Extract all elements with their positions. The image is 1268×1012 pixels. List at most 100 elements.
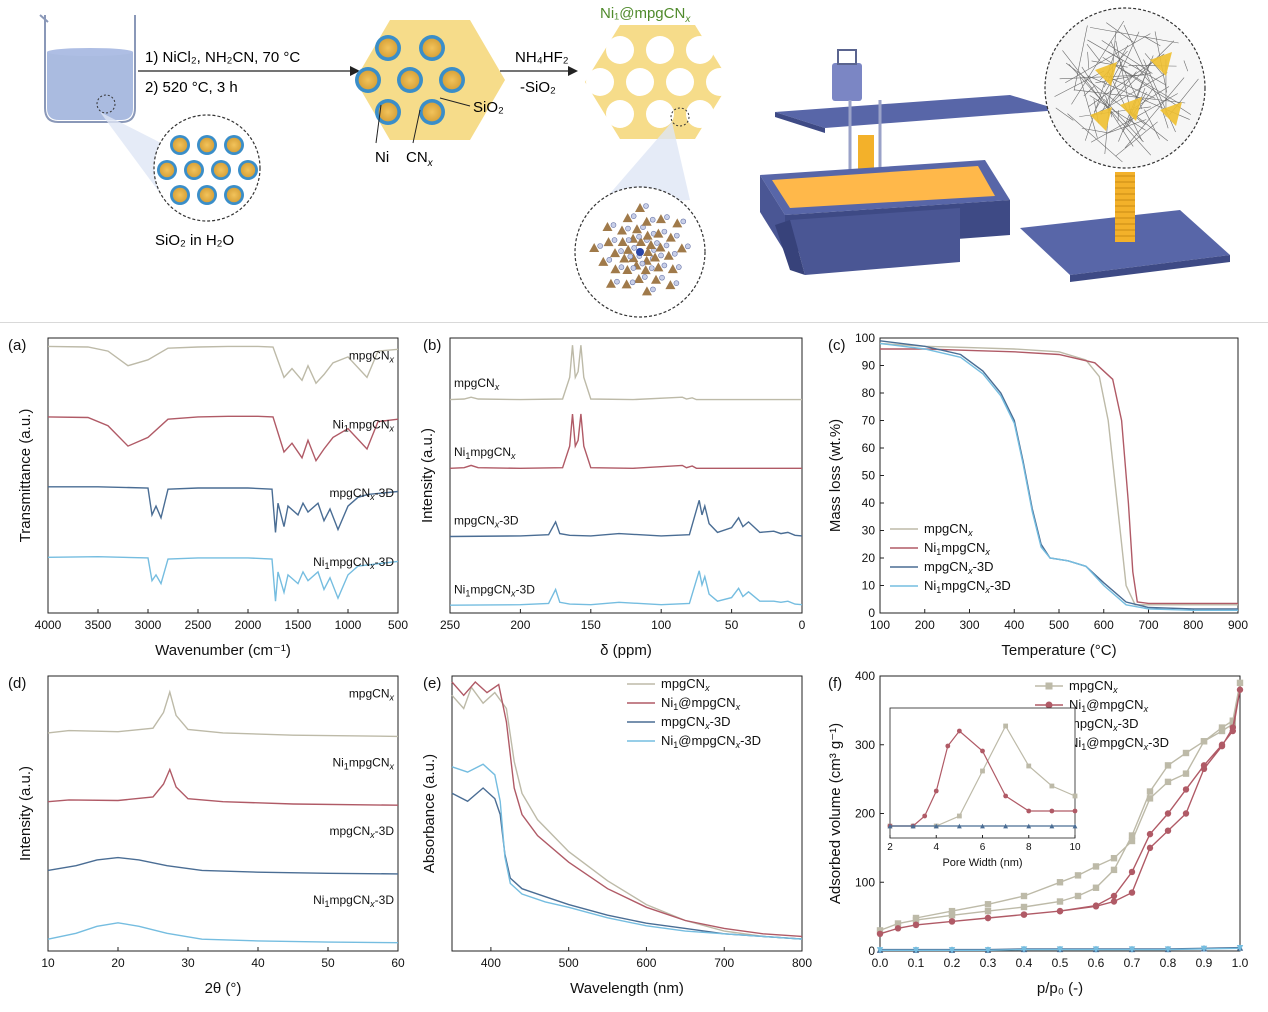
chart-panel-e: (e) 400 500 600 700 800 Wavelength (nm) Absorba… [421,675,812,997]
data-point [1128,837,1136,845]
data-point [912,921,920,929]
x-axis-title: p/p₀ (-) [1037,980,1083,997]
x-tick-label: 1000 [335,618,362,632]
x-tick-label: 4000 [35,618,62,632]
y-tick-label: 70 [862,414,876,428]
series-label: Ni1mpgCNx [332,417,394,433]
series-line [47,856,399,875]
inset-x-tick-label: 10 [1069,842,1081,853]
series-label: mpgCNx [349,687,395,703]
plot-frame [451,675,803,952]
data-point [980,768,985,774]
data-point [912,947,920,954]
data-point [1003,723,1009,729]
inset-x-axis-title: Pore Width (nm) [942,857,1022,869]
legend-label: Ni1@mpgCNx [1069,697,1149,714]
section-divider [0,322,1268,323]
data-point [876,927,884,934]
data-point [956,823,962,829]
data-point [984,914,992,922]
data-point [1072,793,1078,799]
legend-label: mpgCNx [1069,678,1118,695]
series-label: Ni1mpgCNx-3D [313,555,394,571]
series-line [879,342,1238,606]
data-point [1049,808,1055,814]
3d-printer-illustration [760,49,1060,275]
data-point [948,907,956,915]
data-point [1026,823,1032,829]
data-point [1164,946,1172,953]
x-tick-label: 0.6 [1088,956,1105,970]
y-tick-label: 300 [855,738,875,752]
y-tick-label: 100 [855,875,875,889]
data-point [1146,844,1154,852]
chart-panel-f: (f) 0.0 0.1 0.2 0.3 0.4 0.5 0.6 0.7 0.8 0.9 1.0 0 100… [827,669,1249,997]
y-tick-label: 50 [862,469,876,483]
data-point [1128,832,1136,839]
data-point [894,920,902,927]
plot-frame [47,337,399,614]
y-axis-title: Transmittance (a.u.) [17,409,34,543]
data-point [1182,749,1190,757]
data-point [1045,682,1053,690]
synthesis-scheme: SiO₂ in H₂O 1) NiCl₂, NH₂CN, 70 °C 2) 52… [39,5,1230,318]
step1-line1: 1) NiCl₂, NH₂CN, 70 °C [145,49,300,66]
legend-label: Ni1@mpgCNx [661,695,741,712]
data-point [1092,946,1100,953]
inset-x-tick-label: 8 [1026,842,1032,853]
plot-frame [449,337,803,614]
y-tick-label: 10 [862,579,876,593]
y-tick-label: 40 [862,496,876,510]
label-cnx: CNx [406,149,434,169]
y-axis-title: Absorbance (a.u.) [421,754,438,873]
series-label: Ni1mpgCNx [332,755,394,771]
series-label: Ni1mpgCNx-3D [313,893,394,909]
series-label: mpgCNx-3D [329,824,394,840]
data-point [956,728,962,734]
data-point [1110,898,1118,905]
series-line [48,486,399,533]
x-tick-label: 0.1 [908,956,925,970]
x-tick-label: 500 [1049,618,1069,632]
data-point [1146,795,1154,802]
data-point [1218,742,1226,750]
data-point [1056,898,1064,905]
y-tick-label: 100 [855,331,875,345]
y-tick-label: 20 [862,551,876,565]
data-point [1146,830,1154,838]
beaker-icon [39,14,165,200]
arrow-step2 [500,66,578,76]
data-point [1026,808,1032,814]
data-point [887,823,893,829]
data-point [1092,884,1100,891]
step2-line2: -SiO₂ [520,79,556,96]
data-point [1049,823,1055,829]
data-point [876,947,884,954]
x-tick-label: 0.9 [1196,956,1213,970]
x-tick-label: 1.0 [1232,956,1249,970]
series-line [449,413,802,470]
legend-label: Ni1mpgCNx-3D [924,578,1011,595]
data-point [1128,946,1136,953]
y-tick-label: 0 [868,606,875,620]
chart-panel-b: (b) 250 200 150 100 50 0 δ (ppm) Intensity (a.u.… [419,337,806,659]
x-tick-label: 0.8 [1160,956,1177,970]
data-point [984,947,992,954]
data-point [1164,827,1172,834]
x-tick-label: 300 [959,618,979,632]
panel-label: (b) [423,337,441,354]
x-tick-label: 100 [870,618,890,632]
data-point [1003,793,1009,799]
data-point [1049,783,1055,789]
panel-label: (a) [8,337,26,354]
series-line [451,763,803,940]
x-tick-label: 0.3 [980,956,997,970]
y-axis-title: Intensity (a.u.) [17,766,34,861]
data-point [1182,810,1190,817]
x-tick-label: 200 [915,618,935,632]
x-tick-label: 800 [1183,618,1203,632]
data-point [894,925,902,932]
data-point [1236,945,1244,952]
x-tick-label: 3500 [85,618,112,632]
legend-label: mpgCNx [924,521,973,538]
